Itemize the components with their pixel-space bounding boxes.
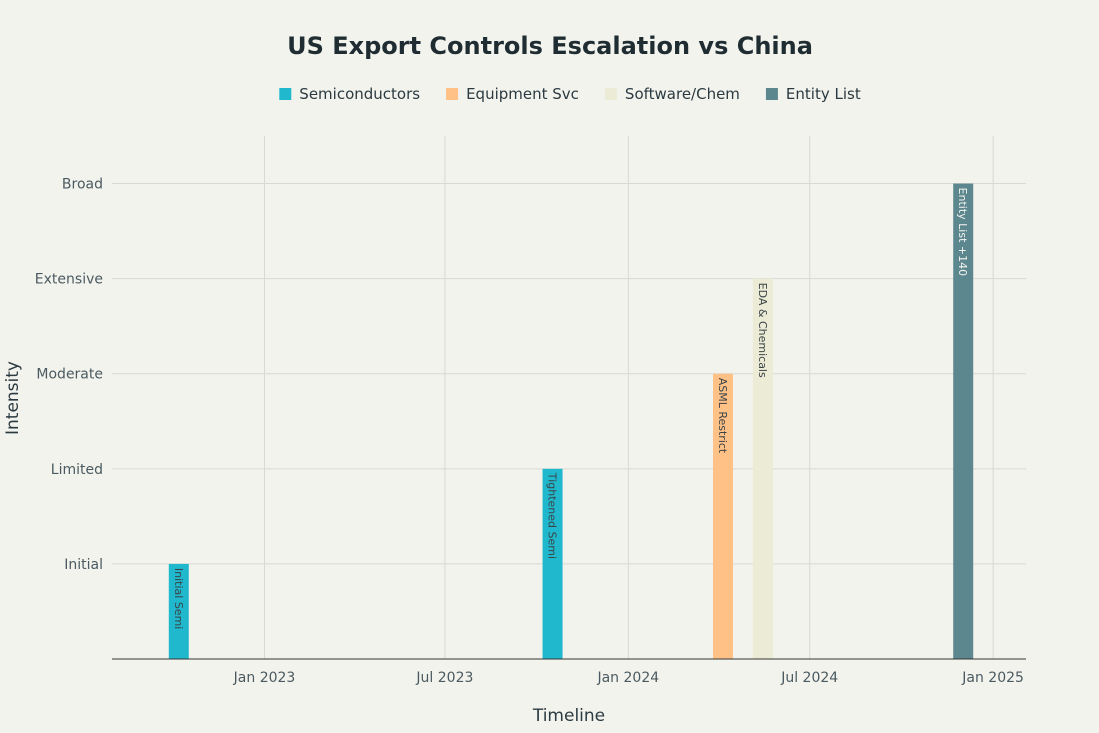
axes: Initial Limited Moderate Extensive Broad Jan …	[35, 177, 1026, 686]
x-tick-label: Jan 2023	[233, 670, 296, 686]
bar-data-label: ASML Restrict	[716, 378, 729, 454]
legend: Semiconductors Equipment Svc Software/Chem…	[279, 85, 861, 103]
x-axis-title: Timeline	[532, 706, 605, 726]
y-tick-label: Broad	[62, 177, 103, 193]
bars: Initial Semi Tightened Semi ASML Restrict E…	[168, 183, 974, 659]
chart-title: US Export Controls Escalation vs China	[287, 32, 813, 60]
x-tick-label: Jul 2024	[780, 670, 838, 686]
gridlines	[112, 136, 1026, 659]
bar	[542, 468, 563, 659]
y-tick-label: Limited	[51, 462, 103, 478]
legend-swatch	[279, 88, 292, 100]
bar-data-label: Initial Semi	[172, 568, 185, 629]
bar-data-label: EDA & Chemicals	[756, 283, 769, 378]
bar	[752, 278, 773, 659]
bar-data-label: Tightened Semi	[546, 472, 559, 559]
bar	[953, 183, 974, 659]
legend-swatch	[446, 88, 459, 100]
legend-swatch	[604, 88, 617, 100]
y-tick-label: Extensive	[35, 272, 103, 288]
legend-label: Equipment Svc	[466, 85, 579, 103]
legend-swatch	[765, 88, 778, 100]
y-tick-label: Initial	[64, 557, 103, 573]
x-tick-label: Jul 2023	[415, 670, 473, 686]
legend-label: Semiconductors	[299, 85, 420, 103]
y-tick-label: Moderate	[36, 367, 103, 383]
legend-label: Entity List	[786, 85, 861, 103]
bar	[168, 563, 189, 659]
legend-label: Software/Chem	[625, 85, 740, 103]
bar-data-label: Entity List +140	[956, 188, 969, 277]
y-axis-title: Intensity	[3, 361, 23, 435]
x-tick-label: Jan 2025	[961, 670, 1024, 686]
bar	[712, 373, 733, 659]
x-tick-label: Jan 2024	[596, 670, 659, 686]
